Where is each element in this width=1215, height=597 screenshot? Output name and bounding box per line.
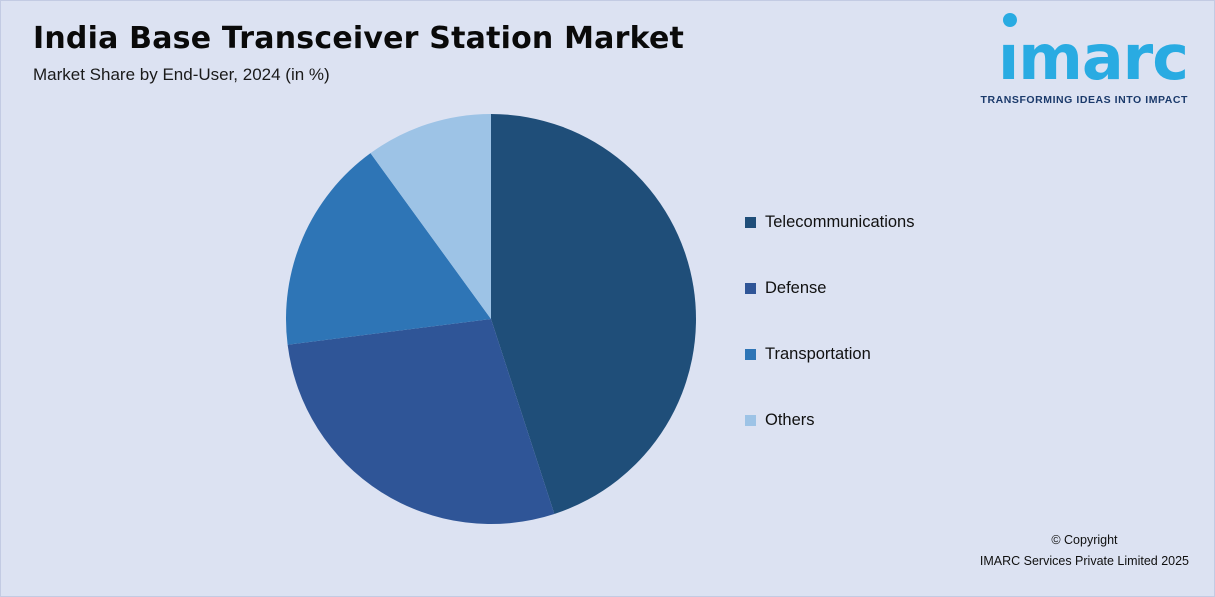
legend-label: Defense (765, 279, 827, 297)
legend-swatch-icon (745, 415, 756, 426)
logo-tagline: TRANSFORMING IDEAS INTO IMPACT (980, 94, 1188, 107)
legend-label: Transportation (765, 345, 871, 363)
legend-item-telecommunications: Telecommunications (745, 213, 914, 232)
pie-slice-others (370, 114, 491, 319)
copyright-line2: IMARC Services Private Limited 2025 (979, 553, 1189, 568)
legend-item-others: Others (745, 411, 914, 430)
chart-header: India Base Transceiver Station Market Ma… (33, 21, 684, 85)
pie-slice-defense (287, 319, 555, 524)
legend-swatch-icon (745, 283, 756, 294)
page-title: India Base Transceiver Station Market (33, 21, 685, 56)
pie-slice-transportation (286, 153, 491, 345)
legend-swatch-icon (745, 349, 756, 360)
copyright: © Copyright IMARC Services Private Limit… (980, 530, 1189, 573)
legend-swatch-icon (745, 217, 756, 228)
pie-slice-telecommunications (491, 114, 696, 514)
logo-wordmark: ımarc (998, 13, 1189, 89)
chart-legend: Telecommunications Defense Transportation O… (745, 213, 914, 430)
legend-label: Telecommunications (765, 213, 915, 231)
legend-item-transportation: Transportation (745, 345, 914, 364)
page-subtitle: Market Share by End-User, 2024 (in %) (33, 65, 330, 84)
copyright-line1: © Copyright (1051, 532, 1118, 547)
pie-chart (286, 114, 696, 524)
logo-i-dot-icon (1002, 13, 1017, 27)
logo-text: ımarc (997, 21, 1189, 94)
legend-item-defense: Defense (745, 279, 914, 298)
pie-chart-area (281, 109, 701, 529)
imarc-logo: ımarc TRANSFORMING IDEAS INTO IMPACT (980, 13, 1189, 107)
legend-label: Others (765, 411, 815, 429)
